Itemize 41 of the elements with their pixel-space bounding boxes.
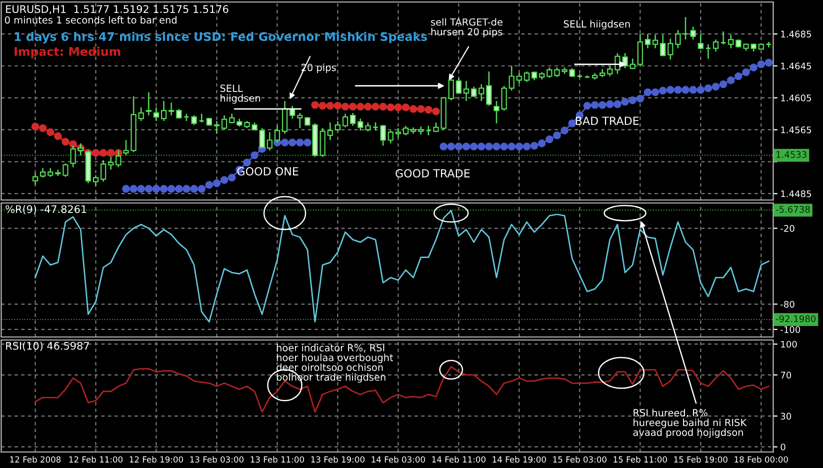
y-tick-label: -80 — [780, 300, 794, 308]
y-tick-label: -100 — [780, 326, 800, 333]
chart-title: EURUSD,H1 1.5177 1.5192 1.5175 1.5176 — [6, 5, 228, 14]
x-tick-label: 14 Feb 11:00 — [432, 456, 486, 463]
y-tick-label: -20 — [780, 225, 794, 232]
x-tick-label: 13 Feb 19:00 — [311, 456, 364, 463]
ref-line-label: -5.6738 — [776, 206, 810, 213]
annotation: BAD TRADE — [576, 116, 639, 125]
x-tick-label: 13 Feb 03:00 — [190, 456, 244, 463]
y-tick-label: 1.4485 — [781, 190, 811, 198]
x-tick-label: 12 Feb 19:00 — [130, 456, 184, 463]
x-tick-label: 12 Feb 2008 — [10, 456, 61, 463]
x-tick-label: 13 Feb 11:00 — [250, 456, 304, 463]
annotation: GOOD TRADE — [396, 169, 470, 178]
y-tick-label: 1.4565 — [781, 126, 811, 134]
x-tick-label: 15 Feb 19:00 — [674, 456, 728, 463]
x-tick-label: 12 Feb 11:00 — [69, 456, 123, 463]
annotation: 0 minutes 1 seconds left to bar end — [4, 16, 176, 24]
chart-title: RSI(10) 46.5987 — [6, 342, 89, 351]
x-tick-label: 14 Feb 03:00 — [372, 456, 425, 463]
ref-line-label: 1.4533 — [776, 151, 806, 158]
annotation: SELL hiigdsen — [564, 20, 630, 30]
x-tick-label: 15 Feb 03:00 — [553, 456, 606, 463]
y-tick-label: 30 — [780, 412, 792, 420]
annotation: RSI hureed, R% hureegue baihd ni RISK avaad prood hojigdson — [633, 408, 747, 438]
x-tick-label: 14 Feb 19:00 — [492, 456, 546, 463]
annotation: GOOD ONE — [237, 167, 298, 176]
annotation: sell TARGET-de hursen 20 pips — [430, 18, 502, 38]
chart-title: %R(9) -47.8261 — [6, 205, 86, 214]
annotation: 1 days 6 hrs 47 mins since USD: Fed Governor Mishkin Speaks — [14, 32, 428, 44]
annotation: Impact: Medium — [14, 46, 120, 58]
y-tick-label: 1.4605 — [781, 94, 811, 102]
y-tick-label: 0 — [780, 444, 786, 450]
y-tick-label: 100 — [781, 340, 797, 348]
y-tick-label: 1.4645 — [781, 62, 811, 70]
y-tick-label: 70 — [780, 372, 792, 378]
annotation: SELL hiigdsen — [220, 84, 260, 104]
ref-line-label: -92.1980 — [776, 315, 816, 322]
y-tick-label: 1.4685 — [781, 30, 811, 38]
x-tick-label: 18 Feb 00:00 — [734, 456, 788, 463]
x-tick-label: 15 Feb 11:00 — [614, 456, 667, 463]
